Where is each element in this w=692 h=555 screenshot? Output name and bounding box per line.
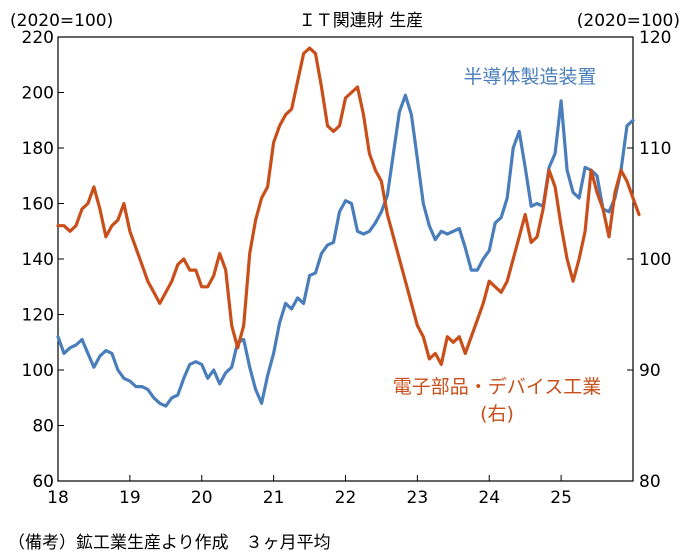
y-left-tick-label: 160 <box>22 195 54 215</box>
x-tick-label: 23 <box>407 488 429 508</box>
x-tick-label: 22 <box>335 488 357 508</box>
right-axis-unit: (2020=100) <box>577 11 680 31</box>
chart-title: ＩＴ関連財 生産 <box>299 11 423 31</box>
y-right-tick-label: 80 <box>639 472 661 492</box>
x-tick-label: 19 <box>119 488 141 508</box>
x-tick-label: 24 <box>478 488 500 508</box>
y-left-tick-label: 140 <box>22 250 54 270</box>
y-left-tick-label: 120 <box>22 306 54 326</box>
series-line-semiconductor <box>56 93 635 408</box>
y-right-tick-label: 120 <box>639 28 671 48</box>
series-label-semiconductor: 半導体製造装置 <box>463 66 596 88</box>
y-left-tick-label: 200 <box>22 84 54 104</box>
left-axis-unit: (2020=100) <box>10 11 113 31</box>
x-tick-label: 18 <box>47 488 69 508</box>
series-label-electronic: 電子部品・デバイス工業 <box>393 376 601 398</box>
footnote: （備考）鉱工業生産より作成 ３ヶ月平均 <box>8 533 331 553</box>
x-tick-label: 20 <box>191 488 213 508</box>
y-right-tick-label: 110 <box>639 139 671 159</box>
y-left-tick-label: 80 <box>32 417 54 437</box>
y-left-tick-label: 220 <box>22 28 54 48</box>
y-right-tick-label: 90 <box>639 361 661 381</box>
axes: 60 80 100 120 140 160 180 200 220 80 90 100 110 120 18… <box>22 28 672 508</box>
series-lines <box>56 46 641 408</box>
series-label-electronic-axis: (右) <box>480 403 514 425</box>
x-tick-label: 21 <box>263 488 285 508</box>
x-tick-label: 25 <box>550 488 572 508</box>
y-left-tick-label: 100 <box>22 361 54 381</box>
y-right-tick-label: 100 <box>639 250 671 270</box>
y-left-tick-label: 60 <box>32 472 54 492</box>
series-line-electronic <box>56 46 641 366</box>
y-left-tick-label: 180 <box>22 139 54 159</box>
